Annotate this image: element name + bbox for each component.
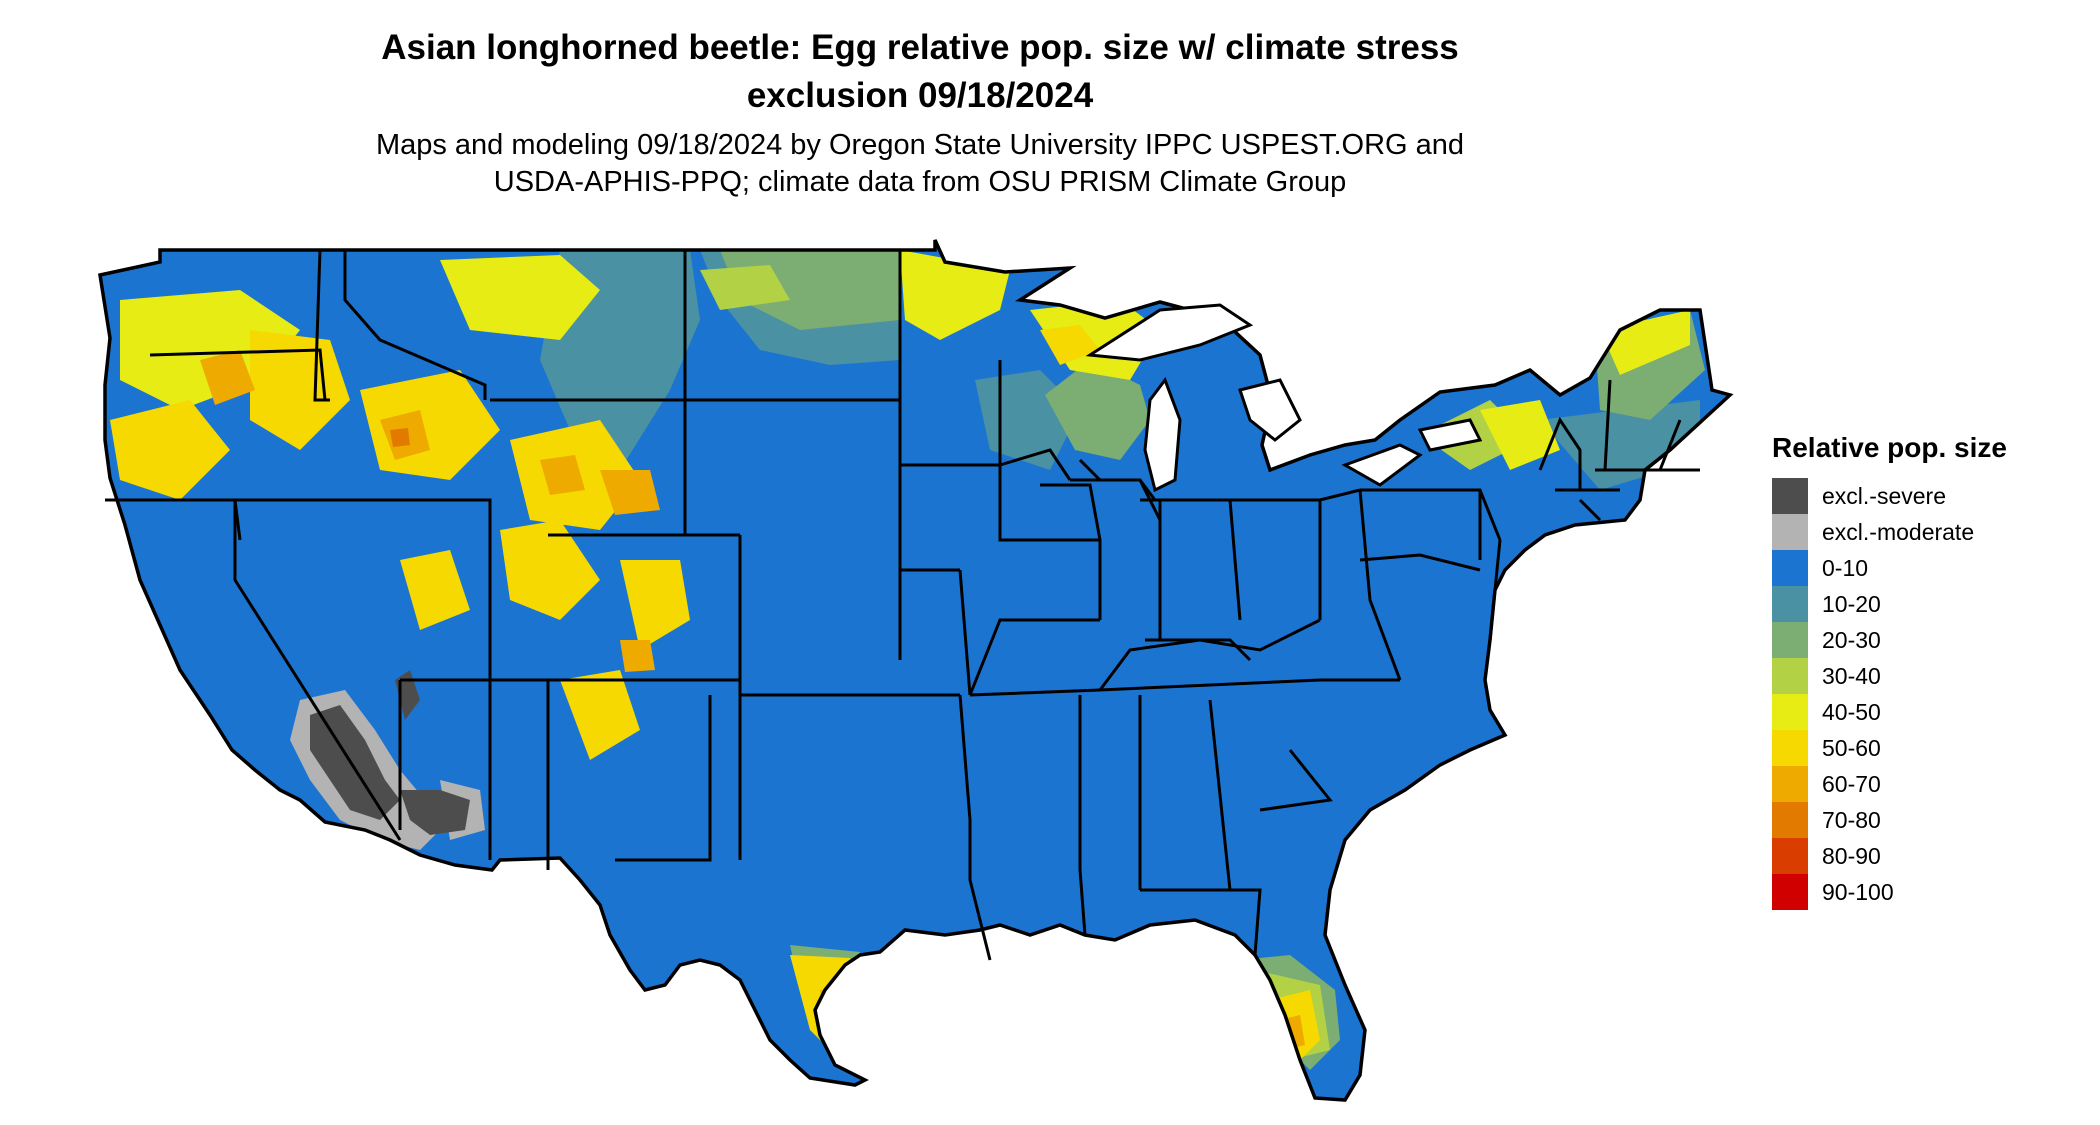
legend-item: excl.-severe	[1772, 478, 2007, 514]
legend-swatch	[1772, 766, 1808, 802]
legend-item: 40-50	[1772, 694, 2007, 730]
suitability-raster	[100, 240, 1730, 1100]
legend-swatch	[1772, 802, 1808, 838]
legend-label: 50-60	[1822, 734, 1881, 761]
legend-item: 0-10	[1772, 550, 2007, 586]
legend-label: 30-40	[1822, 662, 1881, 689]
legend-items: excl.-severe excl.-moderate 0-10 10-20 20-30…	[1772, 478, 2007, 910]
legend: Relative pop. size excl.-severe excl.-mod…	[1772, 432, 2007, 910]
legend-swatch	[1772, 730, 1808, 766]
legend-swatch	[1772, 694, 1808, 730]
subtitle-line-2: USDA-APHIS-PPQ; climate data from OSU PR…	[493, 166, 1347, 198]
legend-swatch	[1772, 658, 1808, 694]
legend-swatch	[1772, 874, 1808, 910]
subtitle-line-1: Maps and modeling 09/18/2024 by Oregon S…	[375, 129, 1465, 161]
legend-item: 80-90	[1772, 838, 2007, 874]
legend-label: 10-20	[1822, 590, 1881, 617]
legend-label: 20-30	[1822, 626, 1881, 653]
legend-item: 10-20	[1772, 586, 2007, 622]
legend-swatch	[1772, 838, 1808, 874]
map-title: Asian longhorned beetle: Egg relative po…	[0, 24, 1840, 120]
title-line-2: exclusion 09/18/2024	[746, 76, 1094, 115]
legend-item: 60-70	[1772, 766, 2007, 802]
legend-item: 50-60	[1772, 730, 2007, 766]
legend-item: 70-80	[1772, 802, 2007, 838]
legend-swatch	[1772, 478, 1808, 514]
legend-swatch	[1772, 586, 1808, 622]
legend-label: 80-90	[1822, 842, 1881, 869]
legend-label: excl.-moderate	[1822, 518, 1975, 545]
legend-label: 90-100	[1822, 878, 1894, 905]
legend-swatch	[1772, 514, 1808, 550]
map-subtitle: Maps and modeling 09/18/2024 by Oregon S…	[0, 127, 1840, 201]
legend-item: 90-100	[1772, 874, 2007, 910]
legend-label: 70-80	[1822, 806, 1881, 833]
legend-title: Relative pop. size	[1772, 432, 2007, 463]
legend-label: excl.-severe	[1822, 482, 1946, 509]
great-lakes	[1085, 303, 1483, 493]
legend-item: 30-40	[1772, 658, 2007, 694]
us-map	[98, 238, 1732, 1102]
legend-item: 20-30	[1772, 622, 2007, 658]
legend-label: 40-50	[1822, 698, 1881, 725]
legend-label: 0-10	[1822, 554, 1869, 581]
state-boundaries	[105, 249, 1700, 961]
title-line-1: Asian longhorned beetle: Egg relative po…	[381, 28, 1459, 67]
legend-item: excl.-moderate	[1772, 514, 2007, 550]
legend-swatch	[1772, 550, 1808, 586]
legend-label: 60-70	[1822, 770, 1881, 797]
legend-swatch	[1772, 622, 1808, 658]
